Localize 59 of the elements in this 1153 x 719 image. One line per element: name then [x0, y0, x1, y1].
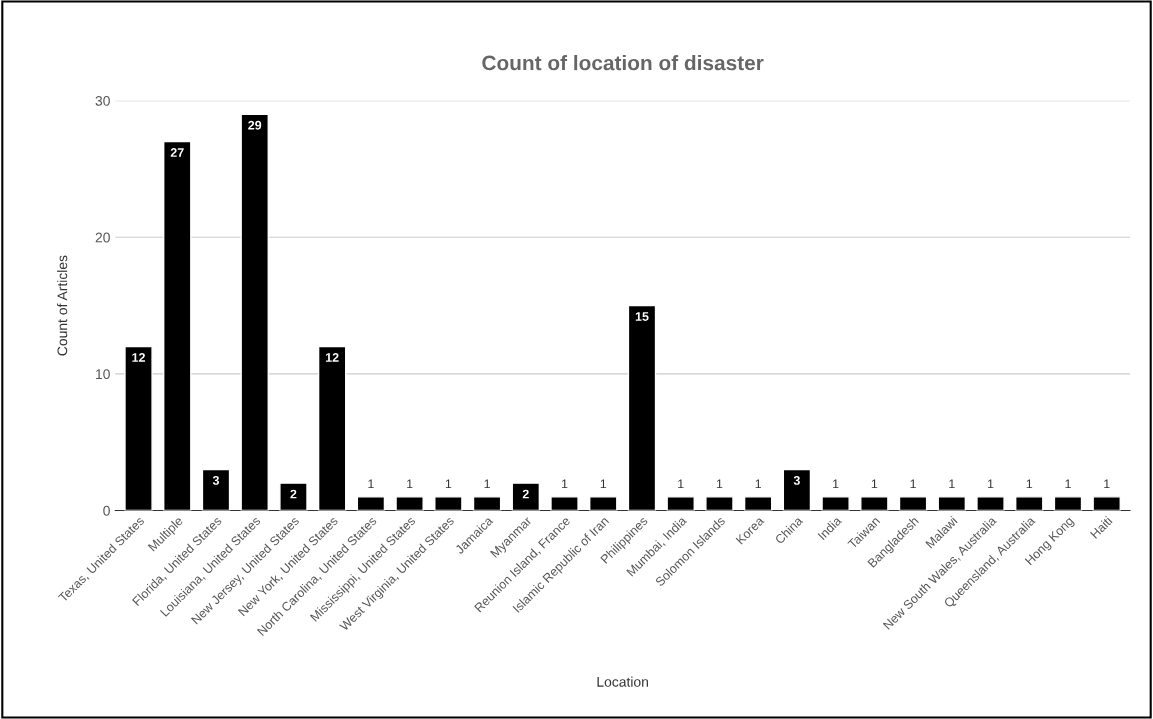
- bar: [1015, 496, 1044, 511]
- bar: [1053, 496, 1083, 511]
- data-label: 1: [484, 479, 490, 489]
- bar: [201, 468, 231, 511]
- bar: [550, 496, 579, 511]
- data-label: 2: [290, 489, 297, 499]
- y-axis-title: Count of Articles: [57, 255, 68, 356]
- y-tick-label: 20: [95, 232, 110, 243]
- bar: [163, 140, 192, 511]
- data-label: 1: [407, 479, 413, 489]
- data-label: 1: [988, 479, 994, 489]
- bar: [898, 496, 928, 511]
- bar: [511, 482, 541, 511]
- data-label: 2: [522, 489, 529, 499]
- bar: [976, 496, 1005, 511]
- bar: [821, 496, 850, 511]
- data-label: 29: [248, 120, 262, 130]
- x-axis-title: Location: [597, 676, 648, 687]
- y-tick-label: 30: [95, 95, 110, 106]
- data-label: 1: [445, 479, 452, 489]
- bar: [589, 496, 618, 511]
- data-label: 1: [1065, 479, 1071, 489]
- bar: [395, 496, 424, 511]
- data-label: 12: [132, 353, 145, 362]
- bar: [472, 496, 502, 511]
- data-label: 1: [678, 479, 684, 489]
- y-tick-label: 0: [103, 505, 110, 516]
- data-label: 1: [600, 479, 607, 489]
- data-label: 1: [755, 479, 762, 489]
- chart-title: Count of location of disaster: [482, 55, 764, 71]
- data-label: 1: [871, 479, 878, 489]
- bar: [434, 496, 463, 511]
- data-label: 3: [212, 475, 220, 485]
- data-label: 27: [170, 148, 184, 157]
- data-label: 12: [326, 353, 339, 362]
- data-label: 1: [716, 479, 723, 489]
- bar: [279, 482, 308, 511]
- bar: [1092, 496, 1121, 511]
- data-label: 1: [1026, 479, 1033, 489]
- data-label: 1: [368, 479, 374, 489]
- bar: [782, 468, 812, 511]
- data-label: 1: [833, 479, 839, 489]
- bar: [317, 345, 347, 511]
- bar: [666, 496, 695, 511]
- bar: [860, 496, 889, 511]
- bar: [705, 496, 734, 511]
- bar: [937, 496, 967, 511]
- data-label: 1: [1104, 479, 1110, 489]
- bar: [356, 496, 386, 511]
- bar: [240, 113, 269, 511]
- bar: [743, 496, 773, 511]
- bar: [124, 345, 153, 511]
- y-tick-label: 10: [96, 369, 110, 380]
- data-label: 1: [910, 479, 916, 489]
- data-label: 15: [635, 312, 649, 321]
- data-label: 3: [793, 475, 800, 485]
- data-label: 1: [562, 479, 568, 489]
- data-label: 1: [949, 479, 955, 489]
- bar: [627, 304, 657, 511]
